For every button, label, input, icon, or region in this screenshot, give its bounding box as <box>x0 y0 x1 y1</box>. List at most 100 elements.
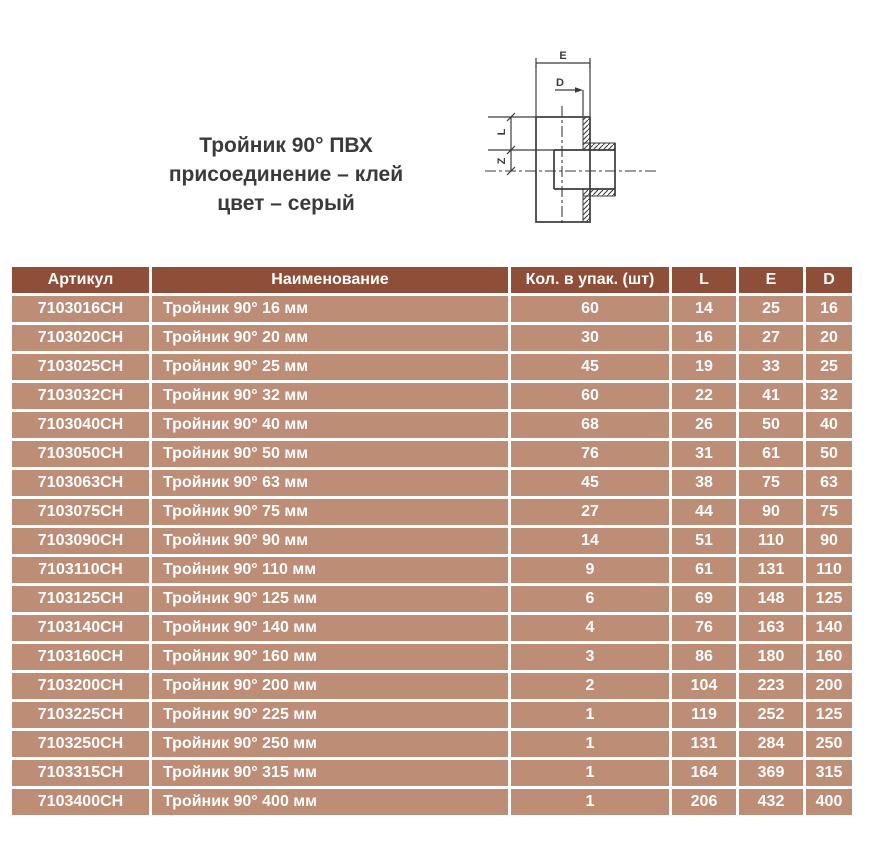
table-row: 7103025CH Тройник 90° 25 мм 45 19 33 25 <box>12 354 852 380</box>
table-row: 7103020CH Тройник 90° 20 мм 30 16 27 20 <box>12 325 852 351</box>
dim-d-cell: 16 <box>806 296 852 322</box>
qty-cell: 4 <box>511 615 669 641</box>
dim-e-cell: 369 <box>739 760 803 786</box>
dim-l-cell: 206 <box>672 789 736 815</box>
qty-cell: 3 <box>511 644 669 670</box>
name-cell: Тройник 90° 110 мм <box>152 557 508 583</box>
article-cell: 7103110CH <box>12 557 149 583</box>
qty-cell: 2 <box>511 673 669 699</box>
dim-l-cell: 76 <box>672 615 736 641</box>
qty-cell: 68 <box>511 412 669 438</box>
dim-l-cell: 86 <box>672 644 736 670</box>
tee-fitting-diagram: E D L Z <box>485 50 658 225</box>
article-cell: 7103125CH <box>12 586 149 612</box>
qty-cell: 1 <box>511 702 669 728</box>
dim-d-cell: 200 <box>806 673 852 699</box>
dim-d-cell: 160 <box>806 644 852 670</box>
table-row: 7103225CH Тройник 90° 225 мм 1 119 252 125 <box>12 702 852 728</box>
article-cell: 7103200CH <box>12 673 149 699</box>
dim-label-e: E <box>559 50 566 62</box>
product-title: Тройник 90° ПВХ присоединение – клей цве… <box>148 131 424 218</box>
dim-l-cell: 104 <box>672 673 736 699</box>
table-row: 7103140CH Тройник 90° 140 мм 4 76 163 140 <box>12 615 852 641</box>
article-cell: 7103090CH <box>12 528 149 554</box>
dim-d-cell: 315 <box>806 760 852 786</box>
dim-e-cell: 61 <box>739 441 803 467</box>
dim-d-cell: 250 <box>806 731 852 757</box>
dim-l-cell: 22 <box>672 383 736 409</box>
table-row: 7103315CH Тройник 90° 315 мм 1 164 369 315 <box>12 760 852 786</box>
product-title-line-3: цвет – серый <box>217 192 355 215</box>
dim-l-cell: 14 <box>672 296 736 322</box>
table-row: 7103400CH Тройник 90° 400 мм 1 206 432 400 <box>12 789 852 815</box>
article-cell: 7103140CH <box>12 615 149 641</box>
dim-l-cell: 164 <box>672 760 736 786</box>
name-cell: Тройник 90° 250 мм <box>152 731 508 757</box>
dim-e-cell: 284 <box>739 731 803 757</box>
dim-e-cell: 33 <box>739 354 803 380</box>
article-cell: 7103225CH <box>12 702 149 728</box>
dim-e-cell: 163 <box>739 615 803 641</box>
product-title-line-1: Тройник 90° ПВХ <box>199 134 373 157</box>
table-row: 7103016CH Тройник 90° 16 мм 60 14 25 16 <box>12 296 852 322</box>
qty-cell: 1 <box>511 789 669 815</box>
dim-l-cell: 69 <box>672 586 736 612</box>
name-cell: Тройник 90° 20 мм <box>152 325 508 351</box>
table-body: 7103016CH Тройник 90° 16 мм 60 14 25 16 710302… <box>12 296 852 815</box>
dim-d-cell: 125 <box>806 702 852 728</box>
dim-d-cell: 25 <box>806 354 852 380</box>
col-header-article: Артикул <box>12 267 149 293</box>
table-row: 7103110CH Тройник 90° 110 мм 9 61 131 110 <box>12 557 852 583</box>
article-cell: 7103075CH <box>12 499 149 525</box>
dim-e-cell: 41 <box>739 383 803 409</box>
centerlines <box>485 106 658 225</box>
table-row: 7103040CH Тройник 90° 40 мм 68 26 50 40 <box>12 412 852 438</box>
article-cell: 7103020CH <box>12 325 149 351</box>
name-cell: Тройник 90° 32 мм <box>152 383 508 409</box>
name-cell: Тройник 90° 160 мм <box>152 644 508 670</box>
table-row: 7103032CH Тройник 90° 32 мм 60 22 41 32 <box>12 383 852 409</box>
article-cell: 7103400CH <box>12 789 149 815</box>
name-cell: Тройник 90° 200 мм <box>152 673 508 699</box>
article-cell: 7103250CH <box>12 731 149 757</box>
col-header-d: D <box>806 267 852 293</box>
dim-l-cell: 31 <box>672 441 736 467</box>
article-cell: 7103315CH <box>12 760 149 786</box>
qty-cell: 76 <box>511 441 669 467</box>
table-row: 7103125CH Тройник 90° 125 мм 6 69 148 125 <box>12 586 852 612</box>
dim-d-cell: 125 <box>806 586 852 612</box>
dim-l-cell: 61 <box>672 557 736 583</box>
article-cell: 7103160CH <box>12 644 149 670</box>
qty-cell: 60 <box>511 296 669 322</box>
dim-e-cell: 110 <box>739 528 803 554</box>
dim-label-d: D <box>556 77 564 89</box>
dim-d-cell: 75 <box>806 499 852 525</box>
qty-cell: 6 <box>511 586 669 612</box>
dim-d-cell: 20 <box>806 325 852 351</box>
name-cell: Тройник 90° 25 мм <box>152 354 508 380</box>
name-cell: Тройник 90° 50 мм <box>152 441 508 467</box>
dim-l-cell: 19 <box>672 354 736 380</box>
article-cell: 7103025CH <box>12 354 149 380</box>
name-cell: Тройник 90° 140 мм <box>152 615 508 641</box>
qty-cell: 60 <box>511 383 669 409</box>
dim-l-cell: 44 <box>672 499 736 525</box>
table-row: 7103090CH Тройник 90° 90 мм 14 51 110 90 <box>12 528 852 554</box>
dim-d-cell: 50 <box>806 441 852 467</box>
col-header-qty: Кол. в упак. (шт) <box>511 267 669 293</box>
qty-cell: 1 <box>511 731 669 757</box>
dim-e-cell: 148 <box>739 586 803 612</box>
qty-cell: 9 <box>511 557 669 583</box>
col-header-l: L <box>672 267 736 293</box>
name-cell: Тройник 90° 90 мм <box>152 528 508 554</box>
name-cell: Тройник 90° 75 мм <box>152 499 508 525</box>
dim-l-cell: 16 <box>672 325 736 351</box>
qty-cell: 45 <box>511 354 669 380</box>
dim-l-cell: 131 <box>672 731 736 757</box>
dim-e-cell: 131 <box>739 557 803 583</box>
name-cell: Тройник 90° 125 мм <box>152 586 508 612</box>
table-row: 7103075CH Тройник 90° 75 мм 27 44 90 75 <box>12 499 852 525</box>
dim-l-cell: 119 <box>672 702 736 728</box>
dim-d-cell: 32 <box>806 383 852 409</box>
fittings-table: Артикул Наименование Кол. в упак. (шт) L… <box>9 264 855 818</box>
